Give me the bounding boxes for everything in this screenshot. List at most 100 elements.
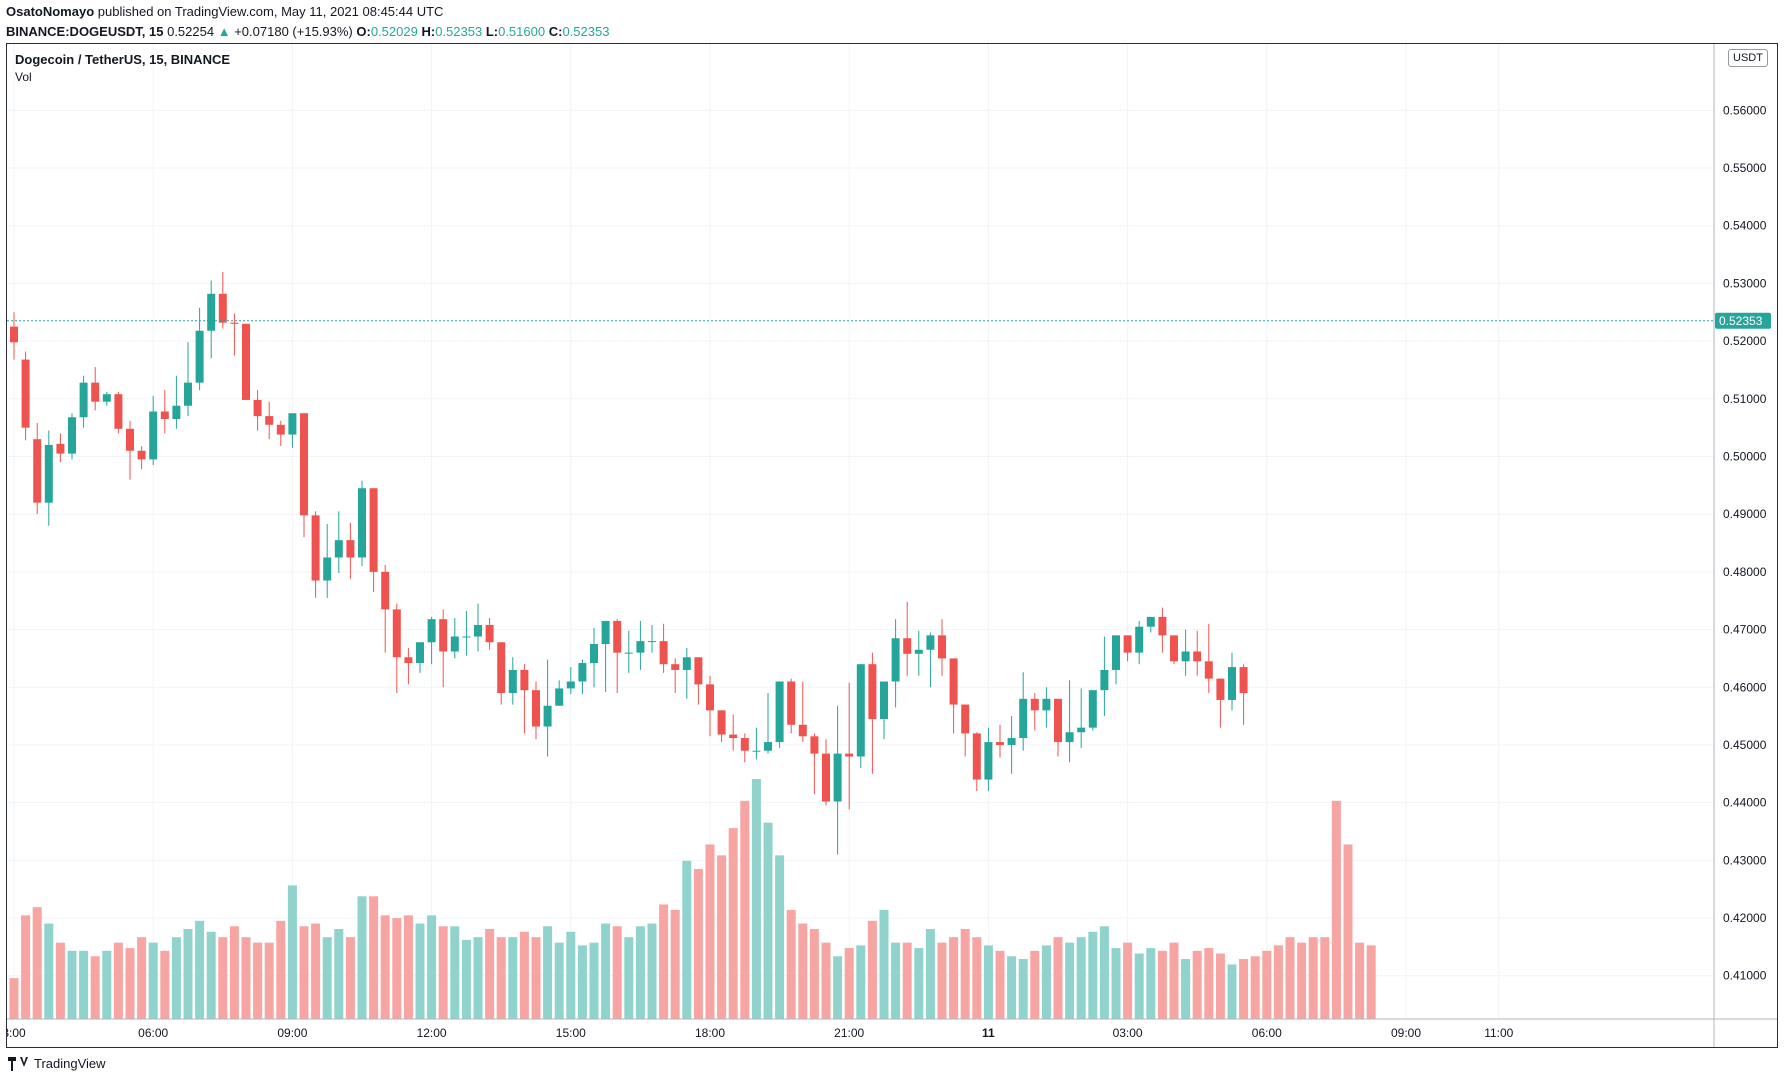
candle — [56, 433, 65, 463]
published-text: published on TradingView.com, May 11, 20… — [97, 4, 444, 19]
current-price-label: 0.52353 — [1719, 314, 1763, 328]
volume-bar — [287, 885, 297, 1019]
candle-body — [1100, 669, 1109, 691]
candle — [775, 681, 784, 748]
candle — [1077, 688, 1086, 748]
candle-body — [636, 641, 645, 653]
candle — [33, 423, 42, 515]
volume-bar — [32, 907, 42, 1019]
volume-bar — [322, 937, 332, 1019]
price-axis[interactable]: 0.41000 0.42000 0.43000 0.44000 0.45000 0.460… — [1723, 103, 1767, 982]
candle — [114, 391, 123, 434]
candle-body — [613, 620, 622, 653]
candle-body — [439, 619, 448, 652]
volume-bar — [508, 937, 518, 1019]
candle — [276, 420, 285, 447]
candle-body — [532, 690, 540, 727]
volume-bar — [1215, 953, 1225, 1019]
currency-badge[interactable]: USDT — [1728, 49, 1768, 67]
candle-body — [624, 652, 633, 654]
candle-body — [520, 669, 529, 691]
high-label: H: — [421, 24, 436, 39]
candle-body — [462, 636, 471, 638]
candle-body — [1146, 616, 1155, 627]
candle-body — [91, 382, 100, 402]
candle — [868, 652, 877, 774]
candle — [1042, 687, 1051, 728]
candle-body — [706, 684, 714, 711]
candle — [68, 413, 76, 460]
candle — [1181, 629, 1190, 676]
x-tick-label: 06:00 — [1252, 1026, 1282, 1040]
tradingview-logo-icon — [8, 1056, 28, 1071]
candle-body — [195, 330, 204, 383]
candle — [184, 342, 192, 417]
author-name[interactable]: OsatoNomayo — [6, 4, 95, 19]
volume-bar — [137, 937, 147, 1019]
time-axis[interactable]: 3:00 06:00 09:00 12:00 15:00 18:00 21:00 11 03:0… — [7, 1026, 1514, 1040]
candle-body — [126, 428, 134, 451]
candle — [891, 619, 900, 708]
candle-body — [543, 705, 552, 727]
volume-bar — [1204, 948, 1214, 1019]
candle — [265, 401, 274, 440]
volume-bar — [612, 926, 622, 1019]
candlestick-chart[interactable]: 0.41000 0.42000 0.43000 0.44000 0.45000 0.460… — [7, 44, 1777, 1047]
candle — [44, 430, 53, 526]
volume-bar — [1308, 937, 1318, 1019]
volume-bar — [1227, 964, 1237, 1019]
symbol-line: BINANCE:DOGEUSDT, 15 — [6, 24, 164, 39]
volume-bar — [1030, 950, 1040, 1019]
candle-body — [207, 293, 216, 331]
candle-body — [450, 636, 459, 652]
candle — [706, 675, 714, 737]
candle-body — [242, 323, 250, 400]
candle — [601, 620, 610, 692]
candle — [160, 390, 169, 434]
volume-bar — [1041, 945, 1051, 1019]
volume-bar — [9, 978, 19, 1019]
candle — [856, 664, 865, 769]
candle — [242, 323, 250, 400]
candle-body — [218, 293, 227, 323]
x-tick-label: 06:00 — [138, 1026, 168, 1040]
candle — [1065, 680, 1074, 763]
volume-bar — [705, 844, 715, 1019]
candle-body — [137, 450, 146, 460]
x-tick-label: 21:00 — [834, 1026, 864, 1040]
candle-body — [822, 753, 830, 802]
volume-legend[interactable]: Vol — [15, 70, 32, 84]
volume-bar — [960, 929, 970, 1019]
volume-bar — [1320, 937, 1330, 1019]
open-label: O: — [356, 24, 371, 39]
volume-bar — [195, 920, 205, 1019]
volume-bar — [299, 926, 309, 1019]
volume-bar — [879, 909, 889, 1019]
y-tick-label: 0.47000 — [1723, 623, 1767, 637]
volume-bar — [148, 942, 158, 1019]
candle — [195, 307, 204, 391]
candle-body — [508, 669, 517, 694]
candle — [1112, 635, 1120, 685]
volume-bar — [392, 918, 402, 1019]
volume-bar — [519, 931, 529, 1019]
volume-bar — [554, 942, 564, 1019]
candle-body — [102, 394, 111, 402]
volume-bar — [682, 860, 692, 1019]
volume-bar — [183, 929, 193, 1019]
footer-brand[interactable]: TradingView — [8, 1056, 106, 1071]
volume-bar — [949, 937, 959, 1019]
candle — [543, 659, 552, 757]
candle — [729, 714, 738, 751]
candle — [822, 739, 830, 806]
candle — [880, 681, 888, 740]
volume-bar — [833, 956, 843, 1019]
candle-body — [311, 515, 320, 581]
candle-body — [10, 326, 18, 343]
volume-bar — [1146, 948, 1156, 1019]
candle — [903, 601, 912, 676]
candle — [578, 659, 587, 695]
volume-bar — [90, 956, 100, 1019]
volume-bar — [531, 937, 541, 1019]
candle — [972, 732, 981, 792]
